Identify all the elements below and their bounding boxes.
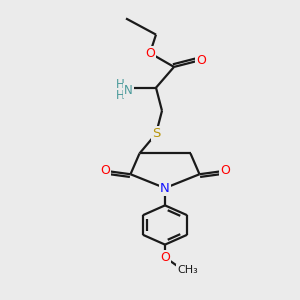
Text: O: O bbox=[160, 251, 170, 264]
Text: O: O bbox=[220, 164, 230, 177]
Text: N: N bbox=[160, 182, 170, 195]
Text: N: N bbox=[124, 84, 133, 97]
Text: H: H bbox=[116, 89, 124, 102]
Text: O: O bbox=[100, 164, 110, 177]
Text: CH₃: CH₃ bbox=[177, 265, 198, 275]
Text: O: O bbox=[145, 46, 155, 60]
Text: H: H bbox=[116, 78, 124, 92]
Text: S: S bbox=[152, 127, 160, 140]
Text: O: O bbox=[196, 53, 206, 67]
